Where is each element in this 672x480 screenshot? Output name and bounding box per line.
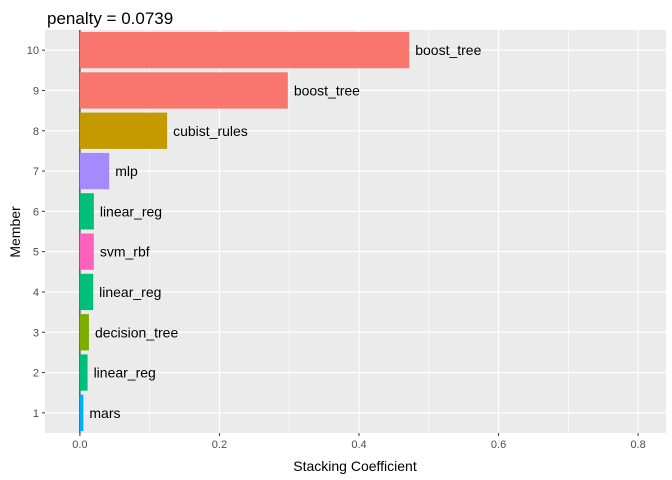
y-tick-label: 10 — [27, 45, 39, 57]
bar-label-member-4: linear_reg — [99, 284, 161, 300]
bar-label-member-1: mars — [89, 405, 120, 421]
y-tick-label: 7 — [33, 166, 39, 178]
bar-member-2 — [79, 354, 88, 391]
bar-label-member-8: cubist_rules — [173, 123, 248, 139]
y-tick-label: 2 — [33, 368, 39, 380]
bar-member-5 — [79, 233, 94, 270]
grid-lines — [45, 30, 666, 433]
y-tick-label: 6 — [33, 206, 39, 218]
bar-label-member-9: boost_tree — [294, 82, 360, 98]
x-axis-title: Stacking Coefficient — [293, 458, 417, 474]
bar-member-4 — [79, 273, 94, 311]
bars-group — [79, 32, 410, 431]
bar-member-7 — [79, 152, 110, 190]
x-tick-label: 0.2 — [212, 439, 227, 451]
x-tick-label: 0.8 — [630, 439, 645, 451]
y-tick-label: 4 — [33, 287, 39, 299]
y-tick-label: 3 — [33, 327, 39, 339]
y-tick-label: 8 — [33, 126, 39, 138]
chart-title: penalty = 0.0739 — [47, 9, 173, 28]
bar-member-8 — [79, 112, 168, 149]
x-tick-label: 0.6 — [491, 439, 506, 451]
y-tick-label: 5 — [33, 247, 39, 259]
bar-labels-group: marslinear_regdecision_treelinear_regsvm… — [89, 42, 481, 421]
bar-member-10 — [79, 32, 410, 69]
bar-label-member-10: boost_tree — [415, 42, 481, 58]
bar-label-member-2: linear_reg — [94, 365, 156, 381]
bar-member-6 — [79, 193, 94, 230]
y-tick-label: 9 — [33, 85, 39, 97]
bar-label-member-7: mlp — [115, 163, 138, 179]
x-axis-ticks: 0.0 0.2 0.4 0.6 0.8 — [72, 433, 646, 451]
bar-label-member-3: decision_tree — [95, 324, 178, 340]
bar-member-9 — [79, 72, 288, 109]
bar-member-3 — [79, 314, 89, 351]
y-axis-ticks: 1 2 3 4 5 6 7 8 9 10 — [27, 45, 45, 420]
bar-label-member-6: linear_reg — [100, 203, 162, 219]
x-tick-label: 0.0 — [72, 439, 87, 451]
x-tick-label: 0.4 — [351, 439, 366, 451]
bar-label-member-5: svm_rbf — [100, 244, 150, 260]
y-tick-label: 1 — [33, 408, 39, 420]
bar-member-1 — [79, 394, 84, 431]
y-axis-title: Member — [7, 206, 23, 258]
